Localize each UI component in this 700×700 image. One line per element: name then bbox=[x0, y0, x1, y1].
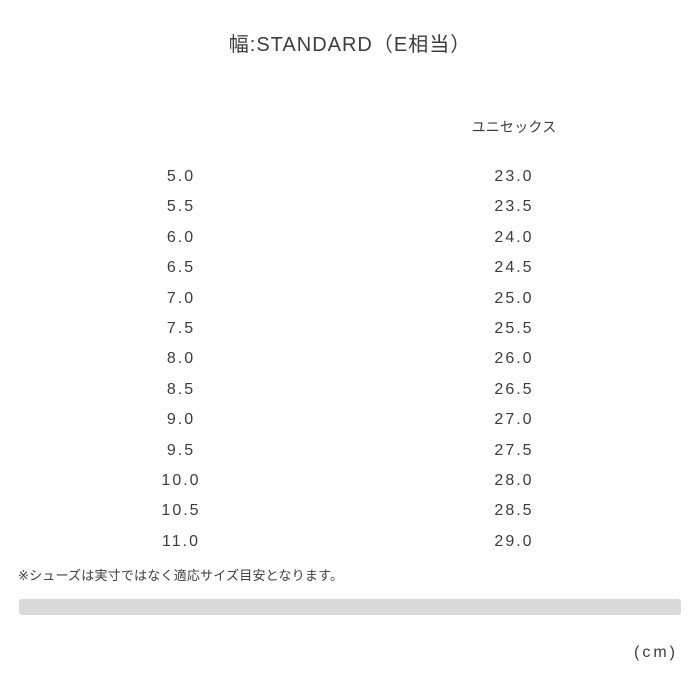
us-size-value: 9.5 bbox=[166, 441, 196, 459]
page-title: 幅:STANDARD（E相当） bbox=[228, 34, 472, 56]
size-table-row: 7.0 25.0 bbox=[0, 283, 666, 313]
size-table-row: 9.0 27.0 bbox=[0, 405, 666, 435]
us-size-value: 6.5 bbox=[166, 259, 196, 277]
cm-size-value: 27.5 bbox=[494, 441, 534, 459]
disclaimer-note: ※シューズは実寸ではなく適応サイズ目安となります。 bbox=[18, 568, 344, 583]
size-table-row: 6.5 24.5 bbox=[0, 253, 666, 283]
us-size-value: 5.0 bbox=[166, 167, 196, 185]
size-table-row: 11.0 29.0 bbox=[0, 526, 666, 556]
cm-size-value: 23.0 bbox=[494, 167, 534, 185]
us-size-value: 8.0 bbox=[166, 350, 196, 368]
cm-size-value: 26.0 bbox=[494, 350, 534, 368]
table-header-row: ユニセックス bbox=[0, 118, 666, 136]
unisex-column-header: ユニセックス bbox=[471, 119, 557, 135]
us-size-value: 8.5 bbox=[166, 380, 196, 398]
size-table-row: 5.5 23.5 bbox=[0, 192, 666, 222]
us-size-value: 9.0 bbox=[166, 411, 196, 429]
size-column-header-empty bbox=[0, 118, 362, 136]
size-table: 5.0 23.0 5.5 23.5 6.0 24.0 6.5 24.5 7.0 … bbox=[0, 162, 666, 557]
size-table-row: 7.5 25.5 bbox=[0, 314, 666, 344]
us-size-value: 5.5 bbox=[166, 198, 196, 216]
us-size-value: 10.0 bbox=[161, 471, 201, 489]
size-table-row: 10.5 28.5 bbox=[0, 496, 666, 526]
size-table-row: 10.0 28.0 bbox=[0, 466, 666, 496]
size-table-row: 8.5 26.5 bbox=[0, 375, 666, 405]
us-size-value: 11.0 bbox=[162, 532, 200, 550]
unit-label: (cm) bbox=[634, 644, 678, 661]
cm-size-value: 25.0 bbox=[494, 289, 534, 307]
cm-size-value: 25.5 bbox=[494, 319, 534, 337]
horizontal-scrollbar[interactable] bbox=[19, 599, 681, 615]
us-size-value: 7.5 bbox=[166, 319, 196, 337]
cm-size-value: 24.5 bbox=[494, 259, 534, 277]
size-table-row: 8.0 26.0 bbox=[0, 344, 666, 374]
cm-size-value: 27.0 bbox=[494, 411, 534, 429]
size-table-row: 6.0 24.0 bbox=[0, 223, 666, 253]
cm-size-value: 23.5 bbox=[494, 198, 534, 216]
cm-size-value: 28.0 bbox=[494, 471, 534, 489]
size-table-row: 9.5 27.5 bbox=[0, 435, 666, 465]
us-size-value: 6.0 bbox=[166, 228, 196, 246]
cm-size-value: 29.0 bbox=[494, 532, 534, 550]
us-size-value: 7.0 bbox=[166, 289, 196, 307]
cm-size-value: 26.5 bbox=[494, 380, 534, 398]
us-size-value: 10.5 bbox=[161, 502, 201, 520]
size-table-row: 5.0 23.0 bbox=[0, 162, 666, 192]
cm-size-value: 28.5 bbox=[494, 502, 534, 520]
cm-size-value: 24.0 bbox=[494, 228, 534, 246]
